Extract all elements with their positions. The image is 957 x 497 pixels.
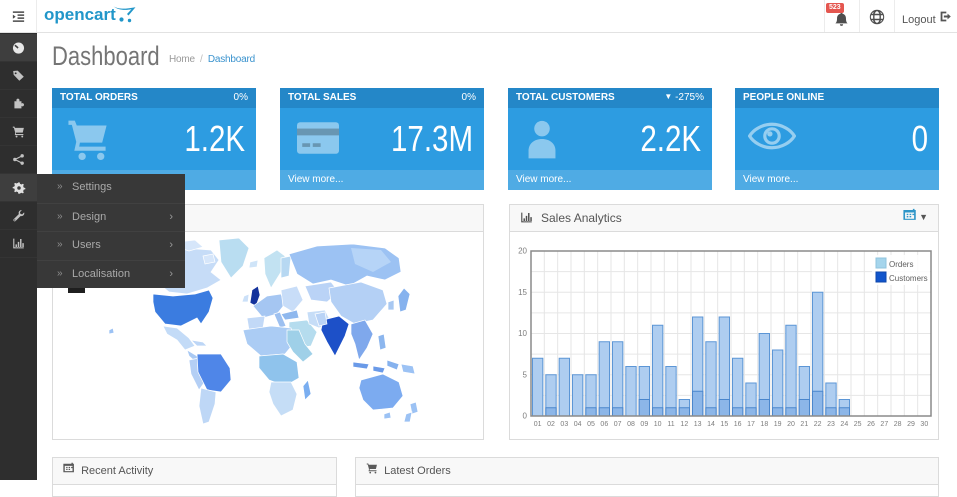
- svg-text:17: 17: [747, 421, 755, 428]
- svg-text:09: 09: [640, 421, 648, 428]
- svg-text:15: 15: [518, 288, 527, 297]
- svg-text:10: 10: [654, 421, 662, 428]
- svg-text:13: 13: [694, 421, 702, 428]
- svg-text:Customers: Customers: [889, 274, 928, 283]
- svg-text:20: 20: [787, 421, 795, 428]
- svg-text:27: 27: [880, 421, 888, 428]
- svg-text:14: 14: [707, 421, 715, 428]
- svg-text:03: 03: [560, 421, 568, 428]
- svg-text:08: 08: [627, 421, 635, 428]
- svg-text:30: 30: [920, 421, 928, 428]
- svg-text:25: 25: [854, 421, 862, 428]
- svg-text:16: 16: [734, 421, 742, 428]
- svg-text:21: 21: [800, 421, 808, 428]
- svg-text:07: 07: [614, 421, 622, 428]
- svg-text:12: 12: [680, 421, 688, 428]
- svg-text:19: 19: [774, 421, 782, 428]
- svg-text:05: 05: [587, 421, 595, 428]
- svg-text:06: 06: [600, 421, 608, 428]
- svg-text:22: 22: [814, 421, 822, 428]
- svg-text:04: 04: [574, 421, 582, 428]
- svg-text:26: 26: [867, 421, 875, 428]
- svg-text:02: 02: [547, 421, 555, 428]
- svg-text:15: 15: [720, 421, 728, 428]
- svg-text:5: 5: [523, 370, 528, 379]
- svg-text:23: 23: [827, 421, 835, 428]
- svg-text:24: 24: [840, 421, 848, 428]
- svg-text:18: 18: [760, 421, 768, 428]
- svg-text:0: 0: [523, 412, 528, 421]
- svg-text:29: 29: [907, 421, 915, 428]
- svg-text:11: 11: [667, 421, 674, 428]
- svg-text:28: 28: [894, 421, 902, 428]
- svg-text:Orders: Orders: [889, 260, 913, 269]
- svg-text:10: 10: [518, 329, 527, 338]
- svg-text:20: 20: [518, 247, 527, 256]
- svg-text:01: 01: [534, 421, 542, 428]
